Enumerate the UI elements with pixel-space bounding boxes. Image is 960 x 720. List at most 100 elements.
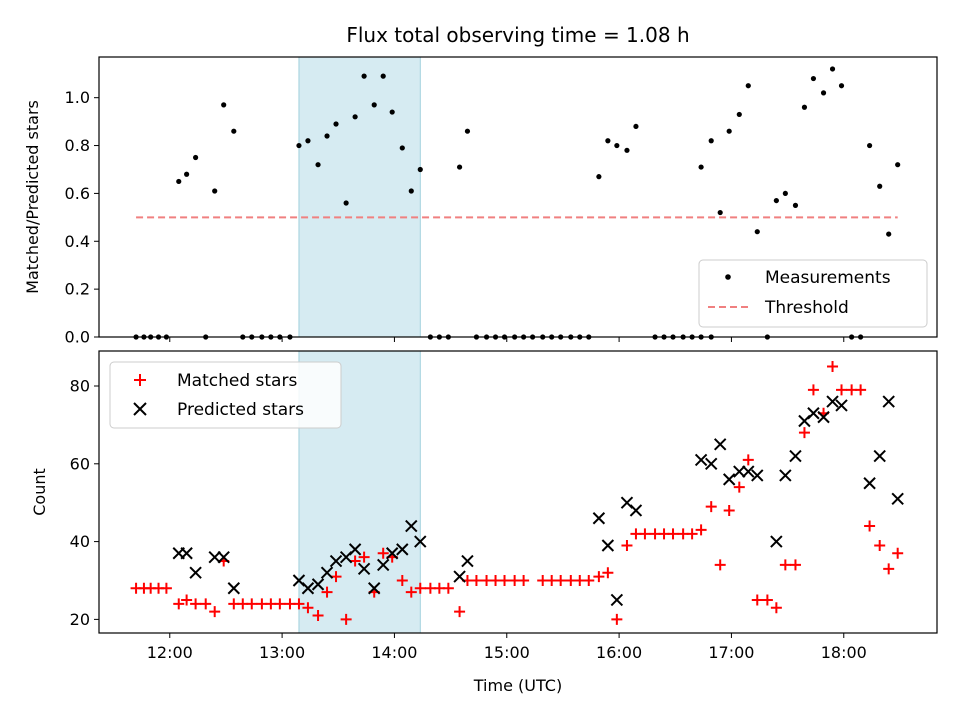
measurement-point [867, 142, 873, 149]
count-y-tick-label: 20 [70, 610, 90, 629]
measurement-point [877, 183, 883, 189]
matched-star-marker [742, 454, 754, 466]
matched-stars-points [130, 361, 904, 625]
measurement-point [193, 154, 199, 161]
measurement-point [820, 90, 827, 96]
legend-predicted-label: Predicted stars [177, 400, 304, 420]
predicted-star-marker [461, 554, 474, 568]
predicted-star-marker [320, 566, 334, 579]
predicted-star-marker [357, 562, 371, 576]
measurement-point [305, 138, 311, 144]
matched-star-marker [798, 427, 810, 439]
measurement-point [408, 188, 414, 194]
measurement-point [717, 209, 723, 216]
predicted-star-marker [733, 465, 746, 478]
matched-star-marker [160, 582, 172, 594]
ratio-y-tick-label: 0.6 [65, 184, 90, 203]
ratio-panel-frame [98, 56, 938, 338]
count-x-tick-label: 13:00 [259, 643, 305, 662]
measurement-point [296, 142, 302, 149]
matched-star-marker [779, 559, 791, 571]
ratio-y-tick-label: 0.4 [65, 232, 90, 251]
measurement-point [801, 104, 808, 110]
legend-measurements-marker [725, 274, 731, 280]
matched-star-marker [883, 563, 895, 575]
matched-star-marker [499, 574, 511, 586]
measurement-point [810, 75, 817, 82]
predicted-star-marker [189, 566, 202, 579]
measurement-point [895, 162, 901, 168]
predicted-star-marker [610, 593, 624, 607]
matched-star-marker [396, 574, 408, 586]
measurement-point [829, 66, 836, 72]
predicted-star-marker [891, 492, 904, 506]
measurement-point [417, 166, 423, 173]
matched-star-marker [518, 574, 530, 586]
matched-star-marker [274, 598, 286, 610]
matched-star-marker [751, 594, 763, 606]
matched-star-marker [874, 539, 886, 551]
ratio-x-ticks [169, 337, 845, 342]
predicted-star-marker [770, 535, 783, 548]
measurement-point [456, 164, 463, 170]
matched-star-marker [302, 602, 314, 614]
count-y-axis-label: Count [30, 468, 49, 516]
ratio-y-ticks: 0.0 0.2 0.4 0.6 0.8 1.0 [65, 88, 99, 347]
count-y-tick-label: 80 [70, 377, 90, 396]
legend-predicted-marker [133, 402, 147, 416]
predicted-star-marker [863, 477, 876, 490]
ratio-y-tick-label: 1.0 [65, 88, 90, 107]
matched-star-marker [246, 598, 258, 610]
count-legend-box [109, 361, 342, 429]
predicted-star-marker [405, 519, 418, 533]
count-x-tick-label: 16:00 [596, 643, 642, 662]
matched-star-marker [807, 384, 819, 396]
matched-star-marker [454, 606, 466, 618]
count-y-ticks: 20 40 60 80 [70, 377, 99, 629]
measurement-point [736, 111, 742, 118]
measurement-point [633, 123, 639, 130]
matched-star-marker [181, 594, 193, 606]
matched-star-marker [621, 539, 633, 551]
matched-star-marker [639, 528, 651, 540]
predicted-star-marker [835, 399, 848, 412]
matched-star-marker [827, 361, 839, 373]
matched-star-marker [321, 586, 333, 598]
predicted-star-marker [705, 457, 718, 471]
matched-star-marker [358, 551, 370, 563]
matched-star-marker [593, 571, 605, 583]
predicted-star-marker [789, 449, 802, 463]
measurement-point [596, 174, 602, 180]
predicted-star-marker [817, 410, 830, 424]
matched-star-marker [892, 547, 904, 559]
predicted-star-marker [385, 547, 399, 560]
predicted-star-marker [453, 570, 466, 583]
count-x-tick-label: 15:00 [484, 643, 530, 662]
predicted-star-marker [368, 582, 381, 595]
matched-star-marker [836, 384, 848, 396]
matched-star-marker [340, 613, 352, 625]
ratio-y-tick-label: 0.8 [65, 136, 90, 155]
legend-measurements-label: Measurements [765, 268, 891, 288]
measurement-point [184, 171, 190, 177]
predicted-star-marker [807, 407, 820, 420]
predicted-star-marker [301, 582, 315, 595]
measurement-point [745, 83, 751, 89]
matched-star-marker [349, 555, 361, 567]
predicted-star-marker [396, 543, 409, 556]
matched-star-marker [723, 504, 735, 516]
matched-star-marker [377, 547, 389, 559]
predicted-stars-points [172, 395, 904, 607]
measurement-point [361, 73, 367, 79]
matched-star-marker [442, 582, 454, 594]
measurement-point [315, 162, 321, 168]
measurement-point [754, 229, 760, 235]
matched-star-marker [209, 606, 221, 618]
measurement-point [605, 138, 611, 144]
predicted-star-marker [376, 558, 390, 572]
count-x-tick-label: 17:00 [708, 643, 754, 662]
predicted-star-marker [180, 547, 193, 560]
matched-star-marker [405, 586, 417, 598]
predicted-star-marker [751, 469, 764, 482]
measurement-point [464, 128, 471, 134]
